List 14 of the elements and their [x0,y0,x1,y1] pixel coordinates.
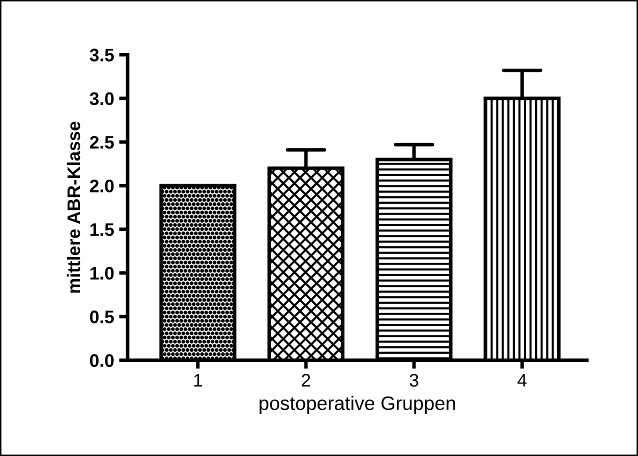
y-tick-label: 2.0 [90,180,114,192]
y-tick-label: 0.5 [90,310,114,324]
x-tick-label: 4 [518,374,527,387]
x-tick-label: 1 [194,374,202,387]
y-tick-label: 1.5 [90,223,114,236]
x-tick-label: 2 [302,374,310,387]
y-tick-label: 0.0 [90,354,114,367]
y-tick-label: 2.5 [90,136,114,149]
x-tick-label: 3 [410,374,418,387]
y-axis-title: mittlere ABR-Klasse [66,122,80,293]
y-tick-label: 3.5 [90,48,114,62]
y-tick-label: 1.0 [90,266,114,280]
y-tick-label: 3.0 [90,92,114,106]
x-axis-title: postoperative Gruppen [260,396,455,414]
